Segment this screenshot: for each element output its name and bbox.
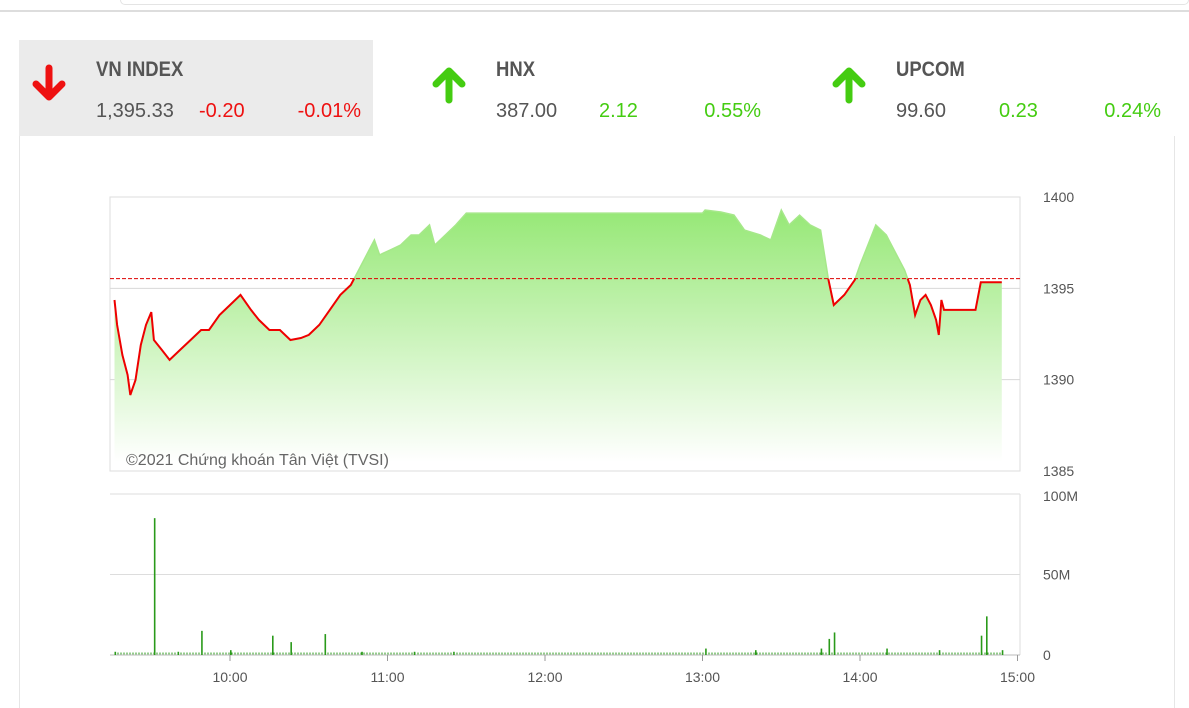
index-value: 99.60	[896, 100, 947, 122]
index-name: UPCOM	[896, 58, 965, 81]
volume-bar	[230, 650, 232, 655]
index-change: -0.20	[199, 100, 245, 122]
volume-bar	[361, 651, 363, 655]
price-tick-label: 1390	[1043, 372, 1074, 388]
index-percent: 0.55%	[704, 100, 761, 122]
x-tick-label: 10:00	[212, 669, 247, 685]
index-tab-hnx[interactable]: HNX 387.00 2.12 0.55%	[419, 40, 773, 136]
volume-bar	[1001, 650, 1004, 655]
volume-bar	[833, 632, 836, 655]
index-name: HNX	[496, 58, 536, 81]
volume-bar	[290, 642, 292, 655]
volume-tick-label: 50M	[1043, 567, 1070, 583]
x-tick-label: 12:00	[527, 669, 562, 685]
x-tick-label: 13:00	[685, 669, 720, 685]
index-name: VN INDEX	[96, 58, 184, 81]
price-tick-label: 1400	[1043, 189, 1074, 205]
index-value: 1,395.33	[96, 100, 174, 122]
volume-bar	[324, 634, 327, 655]
price-line-below-reference	[113, 278, 1002, 396]
price-plot-frame	[109, 196, 1021, 472]
index-percent: -0.01%	[297, 100, 361, 122]
index-change: 2.12	[599, 100, 638, 122]
volume-bar	[201, 630, 203, 655]
price-tick-label: 1395	[1043, 280, 1074, 296]
price-tick-label: 1385	[1043, 463, 1074, 479]
index-tab-vn-index[interactable]: VN INDEX 1,395.33 -0.20 -0.01%	[19, 40, 373, 136]
x-tick-label: 14:00	[842, 669, 877, 685]
index-tab-upcom[interactable]: UPCOM 99.60 0.23 0.24%	[819, 40, 1173, 136]
volume-bar	[820, 648, 823, 655]
arrow-up-icon	[432, 67, 466, 104]
x-tick-label: 15:00	[1000, 669, 1035, 685]
volume-bar	[705, 648, 707, 655]
price-area	[114, 210, 1002, 462]
price-line-above-reference	[353, 208, 909, 279]
volume-tick-label: 100M	[1043, 488, 1078, 504]
volume-tick-label: 0	[1043, 647, 1051, 663]
chart-panel	[19, 136, 1175, 708]
index-value: 387.00	[496, 100, 558, 122]
volume-bar	[755, 650, 757, 655]
index-percent: 0.24%	[1104, 100, 1161, 122]
volume-bar	[886, 648, 888, 655]
watermark: ©2021 Chứng khoán Tân Việt (TVSI)	[126, 452, 389, 469]
volume-bar	[153, 518, 156, 655]
volume-bar	[980, 635, 983, 655]
arrow-up-icon	[832, 67, 866, 104]
arrow-down-icon	[32, 64, 66, 101]
volume-bar	[272, 635, 274, 655]
index-change: 0.23	[999, 100, 1038, 122]
volume-bar	[986, 616, 988, 655]
x-tick-label: 11:00	[371, 669, 405, 685]
volume-bar	[828, 638, 831, 655]
